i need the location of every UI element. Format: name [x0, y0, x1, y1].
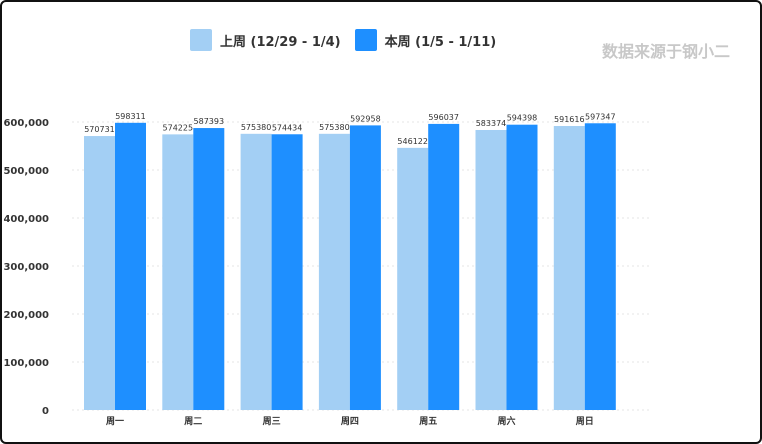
y-tick-label: 500,000	[3, 166, 49, 177]
x-tick-label: 周一	[106, 416, 124, 427]
legend: 上周 (12/29 - 1/4) 本周 (1/5 - 1/11)	[190, 29, 496, 51]
data-label: 546122	[397, 137, 428, 146]
bar-last-week	[553, 126, 585, 410]
legend-item-this-week[interactable]: 本周 (1/5 - 1/11)	[354, 29, 497, 51]
bar-last-week	[84, 136, 115, 410]
legend-swatch	[190, 29, 212, 51]
x-tick-label: 周四	[341, 416, 359, 427]
y-tick-label: 300,000	[3, 262, 49, 273]
data-label: 591616	[554, 115, 585, 124]
legend-item-last-week[interactable]: 上周 (12/29 - 1/4)	[190, 29, 341, 51]
data-label: 575380	[319, 123, 350, 132]
data-label: 575380	[241, 123, 272, 132]
bar-this-week	[115, 122, 146, 410]
bar-this-week	[428, 123, 460, 411]
data-label: 570731	[84, 125, 115, 134]
y-tick-label: 400,000	[3, 214, 49, 225]
bar-this-week	[349, 125, 381, 410]
watermark-text: 数据来源于钢小二	[602, 42, 731, 61]
legend-label: 上周 (12/29 - 1/4)	[220, 34, 341, 50]
y-tick-label: 100,000	[3, 358, 49, 369]
x-tick-label: 周三	[263, 416, 281, 427]
data-label: 574225	[163, 123, 194, 132]
data-label: 574434	[272, 123, 303, 132]
data-label: 596037	[428, 113, 459, 122]
x-tick-label: 周五	[419, 416, 437, 427]
bar-this-week	[271, 134, 303, 411]
data-label: 592958	[350, 114, 381, 123]
data-label: 587393	[194, 117, 225, 126]
data-label: 597347	[585, 112, 616, 121]
x-tick-label: 周日	[576, 416, 594, 427]
data-label: 583374	[476, 119, 507, 128]
bar-last-week	[397, 147, 429, 410]
y-tick-label: 200,000	[3, 310, 49, 321]
bar-last-week	[318, 133, 350, 410]
y-tick-label: 0	[42, 406, 49, 417]
bar-last-week	[475, 129, 507, 410]
bar-last-week	[240, 133, 272, 410]
bar-this-week	[584, 123, 616, 410]
bar-this-week	[506, 124, 538, 410]
legend-label: 本周 (1/5 - 1/11)	[384, 34, 497, 50]
x-tick-label: 周二	[184, 416, 202, 427]
data-label: 598311	[115, 112, 146, 121]
y-tick-label: 600,000	[3, 118, 49, 129]
data-label: 594398	[507, 114, 538, 123]
x-tick-label: 周六	[497, 415, 515, 427]
bar-this-week	[193, 128, 225, 410]
bar-last-week	[162, 134, 194, 410]
legend-swatch	[354, 29, 377, 51]
